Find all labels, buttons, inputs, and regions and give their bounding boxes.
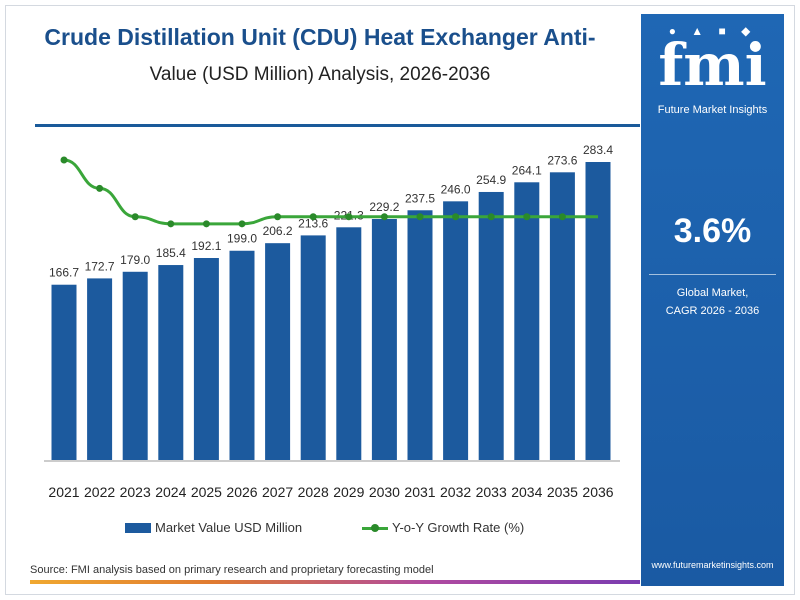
bar-value-label-2023: 179.0 xyxy=(120,253,150,267)
bar-2031 xyxy=(407,210,433,460)
legend-label-growth-rate: Y-o-Y Growth Rate (%) xyxy=(392,520,525,535)
fmi-logo: fmi xyxy=(658,31,767,99)
cagr-value: 3.6% xyxy=(673,212,752,250)
x-tick-label-2024: 2024 xyxy=(155,484,186,500)
bar-2022 xyxy=(87,278,113,460)
bar-2025 xyxy=(193,258,219,460)
growth-point-2024 xyxy=(167,220,175,228)
bar-value-label-2025: 192.1 xyxy=(191,239,221,253)
sidebar-panel: ● ▲ ■ ◆ fmi Future Market Insights 3.6% … xyxy=(641,14,784,586)
x-tick-label-2032: 2032 xyxy=(440,484,471,500)
chart-legend: Market Value USD Million Y-o-Y Growth Ra… xyxy=(0,518,640,540)
x-tick-label-2035: 2035 xyxy=(547,484,578,500)
logo-subtitle: Future Market Insights xyxy=(657,104,768,116)
bottom-accent-bar xyxy=(30,580,640,584)
x-tick-label-2026: 2026 xyxy=(226,484,257,500)
legend-item-market-value: Market Value USD Million xyxy=(125,520,302,535)
growth-point-2021 xyxy=(60,156,68,164)
website-link[interactable]: www.futuremarketinsights.com xyxy=(651,560,774,570)
logo-icons: ● ▲ ■ ◆ xyxy=(668,24,757,38)
growth-point-2031 xyxy=(416,213,424,221)
growth-point-2022 xyxy=(96,184,104,192)
x-tick-label-2028: 2028 xyxy=(298,484,329,500)
chart-title: Crude Distillation Unit (CDU) Heat Excha… xyxy=(44,24,596,50)
x-tick-label-2033: 2033 xyxy=(476,484,507,500)
legend-bar-swatch xyxy=(125,522,151,533)
bar-value-label-2033: 254.9 xyxy=(476,173,506,187)
cagr-label: Global Market, CAGR 2026 - 2036 xyxy=(665,287,760,317)
bar-value-label-2027: 206.2 xyxy=(263,224,293,238)
x-tick-label-2029: 2029 xyxy=(333,484,364,500)
bar-value-label-2034: 264.1 xyxy=(512,163,542,177)
growth-point-2035 xyxy=(558,213,566,221)
x-tick-label-2034: 2034 xyxy=(511,484,542,500)
bar-2028 xyxy=(300,235,326,460)
bar-2034 xyxy=(514,182,540,460)
x-tick-label-2021: 2021 xyxy=(48,484,79,500)
x-tick-label-2027: 2027 xyxy=(262,484,293,500)
bar-2029 xyxy=(336,227,362,460)
growth-point-2027 xyxy=(274,213,282,221)
growth-point-2033 xyxy=(487,213,495,221)
x-tick-label-2036: 2036 xyxy=(582,484,613,500)
bar-value-label-2024: 185.4 xyxy=(156,246,186,260)
x-tick-label-2030: 2030 xyxy=(369,484,400,500)
growth-point-2028 xyxy=(309,213,317,221)
x-tick-label-2031: 2031 xyxy=(404,484,435,500)
bar-2035 xyxy=(549,172,575,460)
bar-value-label-2021: 166.7 xyxy=(49,266,79,280)
bar-value-label-2032: 246.0 xyxy=(441,182,471,196)
legend-item-growth-rate: Y-o-Y Growth Rate (%) xyxy=(362,520,524,535)
bar-value-label-2036: 283.4 xyxy=(583,143,613,157)
growth-point-2025 xyxy=(202,220,210,228)
source-note: Source: FMI analysis based on primary re… xyxy=(30,564,434,576)
growth-point-2030 xyxy=(380,213,388,221)
chart-subtitle: Value (USD Million) Analysis, 2026-2036 xyxy=(149,64,491,85)
bar-2032 xyxy=(443,201,469,460)
growth-point-2032 xyxy=(452,213,460,221)
x-tick-label-2025: 2025 xyxy=(191,484,222,500)
legend-label-market-value: Market Value USD Million xyxy=(155,520,303,535)
sidebar-divider xyxy=(649,274,776,275)
growth-point-2029 xyxy=(345,213,353,221)
bar-value-label-2026: 199.0 xyxy=(227,232,257,246)
bar-2024 xyxy=(158,265,184,460)
bar-value-label-2031: 237.5 xyxy=(405,191,435,205)
legend-line-swatch xyxy=(362,523,388,533)
bar-value-label-2035: 273.6 xyxy=(547,153,577,167)
growth-point-2026 xyxy=(238,220,246,228)
bar-value-label-2022: 172.7 xyxy=(85,259,115,273)
growth-point-2034 xyxy=(523,213,531,221)
title-divider xyxy=(35,124,640,127)
growth-point-2023 xyxy=(131,213,139,221)
bar-2021 xyxy=(51,284,77,460)
bar-2023 xyxy=(122,271,148,460)
bar-2027 xyxy=(265,243,291,460)
bar-value-label-2030: 229.2 xyxy=(369,200,399,214)
x-tick-label-2022: 2022 xyxy=(84,484,115,500)
bar-2030 xyxy=(371,218,397,460)
bar-2036 xyxy=(585,162,611,460)
x-tick-label-2023: 2023 xyxy=(120,484,151,500)
growth-rate-line xyxy=(63,158,598,226)
chart-canvas: 166.7 2021 172.7 2022 179.0 2023 185.4 2024 192.… xyxy=(44,143,620,500)
bar-2026 xyxy=(229,250,255,460)
bar-2033 xyxy=(478,191,504,460)
bar-value-label-2028: 213.6 xyxy=(298,216,328,230)
